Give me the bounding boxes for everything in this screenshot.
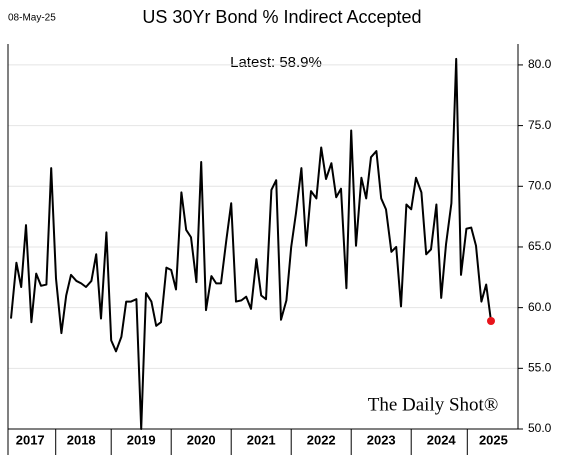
date-stamp: 08-May-25 — [8, 13, 56, 24]
latest-annotation: Latest: 58.9% — [230, 54, 322, 71]
y-tick-label: 55.0 — [528, 360, 552, 374]
y-tick-label: 65.0 — [528, 239, 552, 253]
x-tick-label: 2019 — [127, 432, 156, 447]
x-tick-label: 2024 — [427, 432, 457, 447]
x-tick-label: 2021 — [247, 432, 276, 447]
x-tick-label: 2023 — [367, 432, 396, 447]
chart-title: US 30Yr Bond % Indirect Accepted — [142, 7, 421, 27]
y-tick-label: 70.0 — [528, 178, 552, 192]
annotation-box — [222, 50, 330, 76]
x-tick-label: 2017 — [16, 432, 45, 447]
data-line — [10, 57, 492, 430]
y-tick-label: 75.0 — [528, 118, 552, 132]
x-tick-label: 2018 — [67, 432, 96, 447]
y-tick-label: 60.0 — [528, 300, 552, 314]
y-tick-label: 50.0 — [528, 421, 552, 435]
x-tick-label: 2025 — [479, 432, 508, 447]
x-tick-label: 2020 — [187, 432, 216, 447]
y-tick-label: 80.0 — [528, 57, 552, 71]
watermark: The Daily Shot® — [368, 394, 499, 415]
latest-marker — [487, 316, 495, 325]
x-tick-label: 2022 — [307, 432, 336, 447]
